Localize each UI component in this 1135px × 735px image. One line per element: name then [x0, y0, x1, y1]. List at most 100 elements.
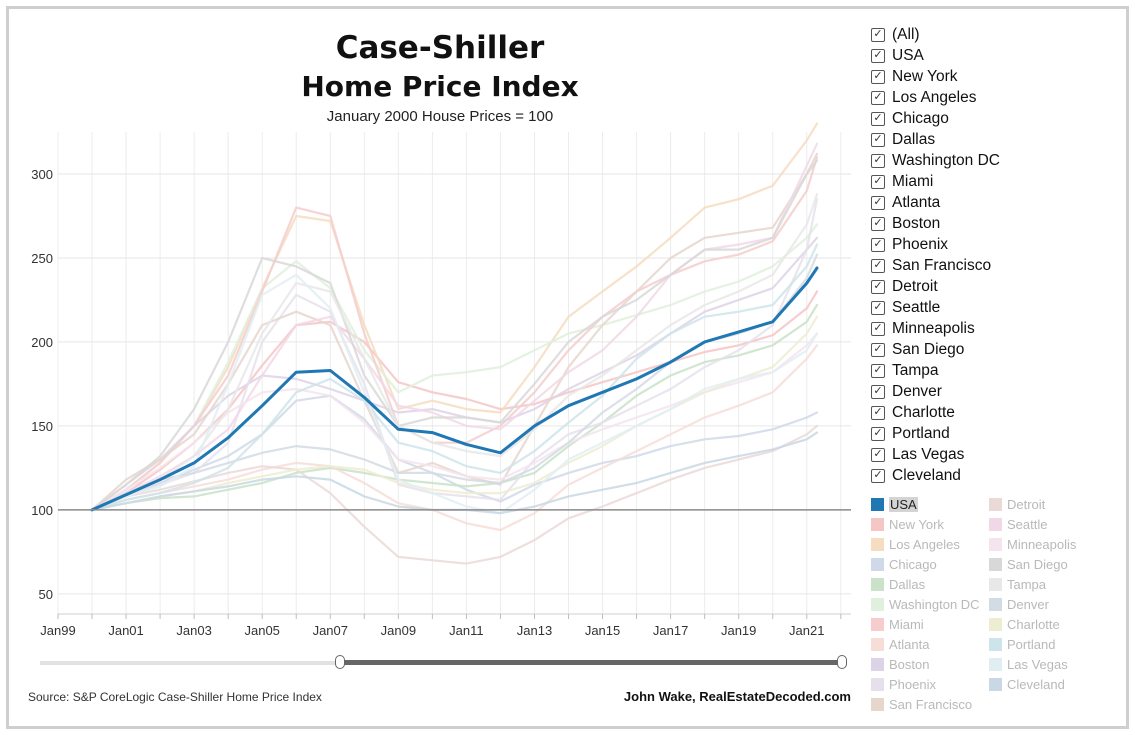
filter-item-chicago[interactable]: ✓ Chicago	[871, 108, 1000, 129]
series-line-las-vegas	[90, 273, 819, 515]
legend-item-chicago[interactable]: Chicago	[871, 554, 937, 574]
date-range-slider-selection[interactable]	[340, 660, 842, 665]
series-line-los-angeles	[90, 122, 819, 511]
series-line-miami	[90, 156, 819, 511]
filter-item-las-vegas[interactable]: ✓ Las Vegas	[871, 444, 1000, 465]
filter-item-label: Phoenix	[892, 235, 949, 253]
checkbox-checked-icon[interactable]: ✓	[871, 447, 885, 462]
filter-item-label: Las Vegas	[892, 445, 965, 463]
checkbox-checked-icon[interactable]: ✓	[871, 132, 885, 147]
legend-item-portland[interactable]: Portland	[989, 634, 1055, 654]
legend-item-washington-dc[interactable]: Washington DC	[871, 594, 980, 614]
filter-item-san-diego[interactable]: ✓ San Diego	[871, 339, 1000, 360]
filter-item-all[interactable]: ✓ (All)	[871, 24, 1000, 45]
legend-swatch	[871, 517, 884, 531]
filter-item-tampa[interactable]: ✓ Tampa	[871, 360, 1000, 381]
filter-item-miami[interactable]: ✓ Miami	[871, 171, 1000, 192]
legend-swatch	[871, 617, 884, 631]
checkbox-checked-icon[interactable]: ✓	[871, 27, 885, 42]
checkbox-checked-icon[interactable]: ✓	[871, 216, 885, 231]
legend-item-san-diego[interactable]: San Diego	[989, 554, 1068, 574]
series-line-new-york	[90, 290, 819, 511]
filter-item-new-york[interactable]: ✓ New York	[871, 66, 1000, 87]
legend-label: San Francisco	[889, 696, 973, 712]
legend-item-san-francisco[interactable]: San Francisco	[871, 694, 972, 714]
checkbox-checked-icon[interactable]: ✓	[871, 174, 885, 189]
checkbox-checked-icon[interactable]: ✓	[871, 384, 885, 399]
filter-item-charlotte[interactable]: ✓ Charlotte	[871, 402, 1000, 423]
legend-item-tampa[interactable]: Tampa	[989, 574, 1046, 594]
filter-item-cleveland[interactable]: ✓ Cleveland	[871, 465, 1000, 486]
legend-item-usa[interactable]: USA	[871, 494, 918, 514]
legend-swatch	[871, 657, 884, 671]
series-line-atlanta	[90, 344, 819, 532]
checkbox-checked-icon[interactable]: ✓	[871, 153, 885, 168]
filter-item-portland[interactable]: ✓ Portland	[871, 423, 1000, 444]
filter-item-usa[interactable]: ✓ USA	[871, 45, 1000, 66]
filter-item-phoenix[interactable]: ✓ Phoenix	[871, 234, 1000, 255]
checkbox-checked-icon[interactable]: ✓	[871, 195, 885, 210]
legend-item-boston[interactable]: Boston	[871, 654, 929, 674]
checkbox-checked-icon[interactable]: ✓	[871, 48, 885, 63]
y-tick-label: 100	[31, 503, 53, 518]
legend-item-detroit[interactable]: Detroit	[989, 494, 1045, 514]
checkbox-checked-icon[interactable]: ✓	[871, 300, 885, 315]
legend-item-miami[interactable]: Miami	[871, 614, 924, 634]
y-tick-label: 150	[31, 419, 53, 434]
filter-item-los-angeles[interactable]: ✓ Los Angeles	[871, 87, 1000, 108]
legend-label: Denver	[1007, 596, 1049, 612]
checkbox-checked-icon[interactable]: ✓	[871, 279, 885, 294]
series-line-tampa	[90, 193, 819, 511]
filter-item-detroit[interactable]: ✓ Detroit	[871, 276, 1000, 297]
legend-swatch	[871, 577, 884, 591]
date-range-slider-start-handle[interactable]	[335, 655, 345, 669]
checkbox-checked-icon[interactable]: ✓	[871, 111, 885, 126]
y-tick-label: 300	[31, 167, 53, 182]
filter-item-label: Dallas	[892, 130, 936, 148]
source-note: Source: S&P CoreLogic Case-Shiller Home …	[28, 690, 322, 704]
filter-item-dallas[interactable]: ✓ Dallas	[871, 129, 1000, 150]
checkbox-checked-icon[interactable]: ✓	[871, 426, 885, 441]
filter-item-label: Chicago	[892, 109, 949, 127]
filter-item-seattle[interactable]: ✓ Seattle	[871, 297, 1000, 318]
legend-item-charlotte[interactable]: Charlotte	[989, 614, 1060, 634]
checkbox-checked-icon[interactable]: ✓	[871, 321, 885, 336]
city-filter-list: ✓ (All) ✓ USA ✓ New York ✓ Los Angeles ✓ Chicago ✓…	[871, 24, 1000, 486]
legend-item-los-angeles[interactable]: Los Angeles	[871, 534, 960, 554]
author-credit: John Wake, RealEstateDecoded.com	[623, 689, 851, 704]
legend-swatch	[989, 497, 1002, 511]
legend-item-dallas[interactable]: Dallas	[871, 574, 925, 594]
legend-item-las-vegas[interactable]: Las Vegas	[989, 654, 1068, 674]
filter-item-san-francisco[interactable]: ✓ San Francisco	[871, 255, 1000, 276]
filter-item-boston[interactable]: ✓ Boston	[871, 213, 1000, 234]
checkbox-checked-icon[interactable]: ✓	[871, 363, 885, 378]
filter-item-label: Denver	[892, 382, 942, 400]
legend-item-denver[interactable]: Denver	[989, 594, 1049, 614]
filter-item-denver[interactable]: ✓ Denver	[871, 381, 1000, 402]
filter-item-minneapolis[interactable]: ✓ Minneapolis	[871, 318, 1000, 339]
legend-label: Washington DC	[889, 596, 980, 612]
checkbox-checked-icon[interactable]: ✓	[871, 468, 885, 483]
checkbox-checked-icon[interactable]: ✓	[871, 90, 885, 105]
checkbox-checked-icon[interactable]: ✓	[871, 237, 885, 252]
filter-item-atlanta[interactable]: ✓ Atlanta	[871, 192, 1000, 213]
checkbox-checked-icon[interactable]: ✓	[871, 342, 885, 357]
legend-item-cleveland[interactable]: Cleveland	[989, 674, 1065, 694]
date-range-slider-track[interactable]	[40, 661, 340, 665]
legend-item-new-york[interactable]: New York	[871, 514, 944, 534]
filter-item-label: Charlotte	[892, 403, 955, 421]
legend-item-atlanta[interactable]: Atlanta	[871, 634, 929, 654]
legend-swatch	[989, 617, 1002, 631]
checkbox-checked-icon[interactable]: ✓	[871, 69, 885, 84]
filter-item-washington-dc[interactable]: ✓ Washington DC	[871, 150, 1000, 171]
checkbox-checked-icon[interactable]: ✓	[871, 258, 885, 273]
legend-item-phoenix[interactable]: Phoenix	[871, 674, 936, 694]
date-range-slider-end-handle[interactable]	[837, 655, 847, 669]
legend-swatch	[989, 637, 1002, 651]
legend-swatch	[989, 597, 1002, 611]
series-line-portland	[90, 243, 819, 511]
legend-item-minneapolis[interactable]: Minneapolis	[989, 534, 1076, 554]
legend-label: Cleveland	[1007, 676, 1065, 692]
checkbox-checked-icon[interactable]: ✓	[871, 405, 885, 420]
legend-item-seattle[interactable]: Seattle	[989, 514, 1047, 534]
